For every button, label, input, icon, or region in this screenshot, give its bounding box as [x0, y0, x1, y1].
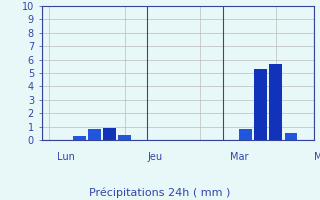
Bar	[284, 133, 297, 140]
Bar	[118, 135, 131, 140]
Bar	[103, 128, 116, 140]
Text: Mar: Mar	[230, 152, 249, 162]
Text: Précipitations 24h ( mm ): Précipitations 24h ( mm )	[89, 188, 231, 198]
Bar	[88, 129, 101, 140]
Bar	[254, 69, 267, 140]
Text: Mer: Mer	[314, 152, 320, 162]
Bar	[73, 136, 86, 140]
Text: Jeu: Jeu	[148, 152, 163, 162]
Bar	[269, 64, 282, 140]
Bar	[239, 129, 252, 140]
Text: Lun: Lun	[57, 152, 75, 162]
